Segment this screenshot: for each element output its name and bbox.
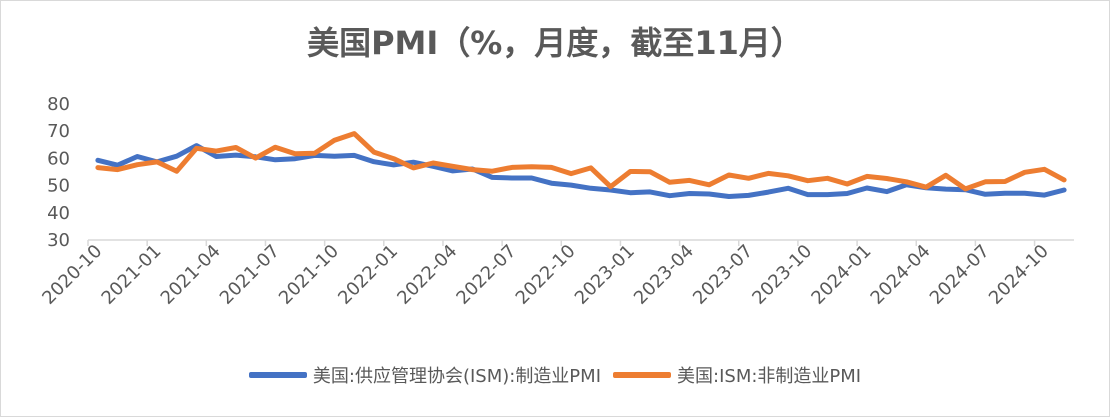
x-tick-label: 2022-07 <box>452 241 520 309</box>
x-tick-label: 2024-04 <box>867 241 935 309</box>
x-tick-label: 2021-04 <box>157 241 225 309</box>
legend-swatch-manufacturing <box>248 372 307 378</box>
series-line-non-manufacturing <box>95 131 1067 192</box>
chart-legend: 美国:供应管理协会(ISM):制造业PMI 美国:ISM:非制造业PMI <box>0 362 1110 388</box>
chart-title: 美国PMI（%，月度，截至11月） <box>307 24 803 62</box>
x-tick-label: 2024-01 <box>807 241 875 309</box>
y-tick-label: 60 <box>47 148 70 169</box>
legend-label-manufacturing: 美国:供应管理协会(ISM):制造业PMI <box>312 366 602 387</box>
y-tick-label: 30 <box>47 230 70 251</box>
y-tick-label: 70 <box>47 121 70 142</box>
legend-label-non-manufacturing: 美国:ISM:非制造业PMI <box>677 366 862 387</box>
x-tick-label: 2024-10 <box>985 241 1053 309</box>
x-tick-label: 2023-04 <box>630 241 698 309</box>
x-tick-label: 2022-10 <box>512 241 580 309</box>
legend-item-manufacturing: 美国:供应管理协会(ISM):制造业PMI <box>248 362 602 388</box>
x-tick-label: 2022-04 <box>393 241 461 309</box>
y-tick-label: 40 <box>47 203 70 224</box>
x-tick-label: 2023-10 <box>748 241 816 309</box>
y-tick-label: 50 <box>47 176 70 197</box>
x-tick-label: 2021-07 <box>216 241 284 309</box>
x-tick-label: 2022-01 <box>334 241 402 309</box>
x-tick-label: 2023-01 <box>571 241 639 309</box>
x-tick-label: 2023-07 <box>689 241 757 309</box>
x-tick-label: 2024-07 <box>926 241 994 309</box>
y-tick-label: 80 <box>47 94 70 115</box>
legend-item-non-manufacturing: 美国:ISM:非制造业PMI <box>613 362 861 388</box>
legend-swatch-non-manufacturing <box>613 372 672 378</box>
x-tick-label: 2021-10 <box>275 241 343 309</box>
x-tick-label: 2021-01 <box>98 241 166 309</box>
